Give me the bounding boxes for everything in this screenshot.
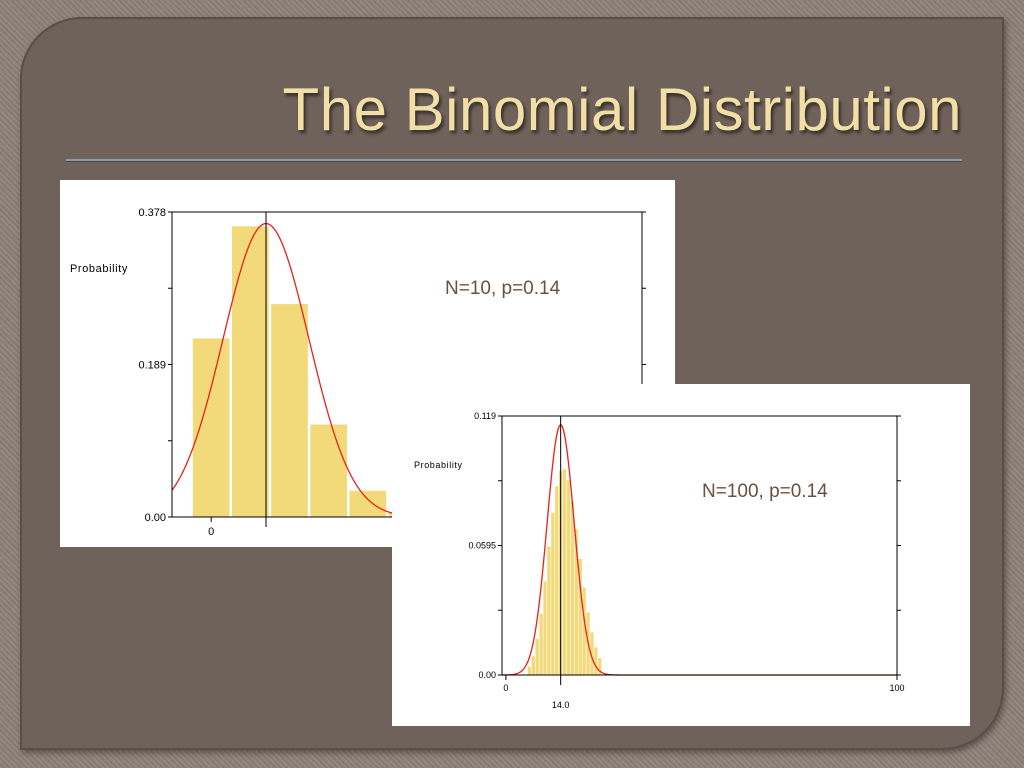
bar (547, 546, 551, 675)
binomial-chart-n100: 0.00 0.0595 0.119 0 100 14.0 Probability N=100,… (414, 411, 905, 710)
parameter-annotation: N=10, p=0.14 (445, 278, 561, 299)
bar (531, 656, 535, 675)
bar (590, 632, 594, 675)
bar (535, 638, 539, 675)
bar (539, 613, 543, 675)
parameter-annotation: N=100, p=0.14 (702, 481, 828, 502)
bar (527, 666, 532, 675)
bar (594, 647, 598, 675)
y-axis-label: Probability (414, 460, 463, 470)
bar (555, 486, 559, 675)
slide-title: The Binomial Distribution (282, 76, 962, 143)
y-tick-label: 0.00 (145, 512, 166, 524)
bar (349, 490, 387, 517)
bar (574, 529, 578, 675)
x-tick-label: 100 (889, 683, 904, 693)
y-tick-label: 0.189 (138, 359, 166, 371)
bar (310, 424, 347, 517)
bar (192, 338, 230, 517)
x-tick-label: 0 (503, 683, 508, 693)
y-tick-label: 0.0595 (468, 541, 496, 551)
bar (562, 469, 567, 675)
y-axis-label: Probability (70, 263, 128, 275)
bar (570, 501, 575, 675)
title-divider (66, 159, 962, 161)
y-tick-label: 0.378 (138, 207, 166, 219)
y-tick-label: 0.00 (478, 670, 496, 680)
chart-panel-n100: 0.00 0.0595 0.119 0 100 14.0 Probability N=100,… (392, 384, 970, 726)
bar (582, 587, 586, 675)
mean-label: 14.0 (552, 700, 570, 710)
x-tick-label: 0 (208, 526, 214, 538)
bar (566, 480, 571, 675)
bar (578, 558, 582, 675)
bar (271, 304, 308, 517)
bar (543, 581, 547, 675)
bar (551, 512, 555, 675)
bar (232, 226, 269, 517)
bar (598, 658, 602, 675)
y-tick-label: 0.119 (474, 411, 496, 421)
